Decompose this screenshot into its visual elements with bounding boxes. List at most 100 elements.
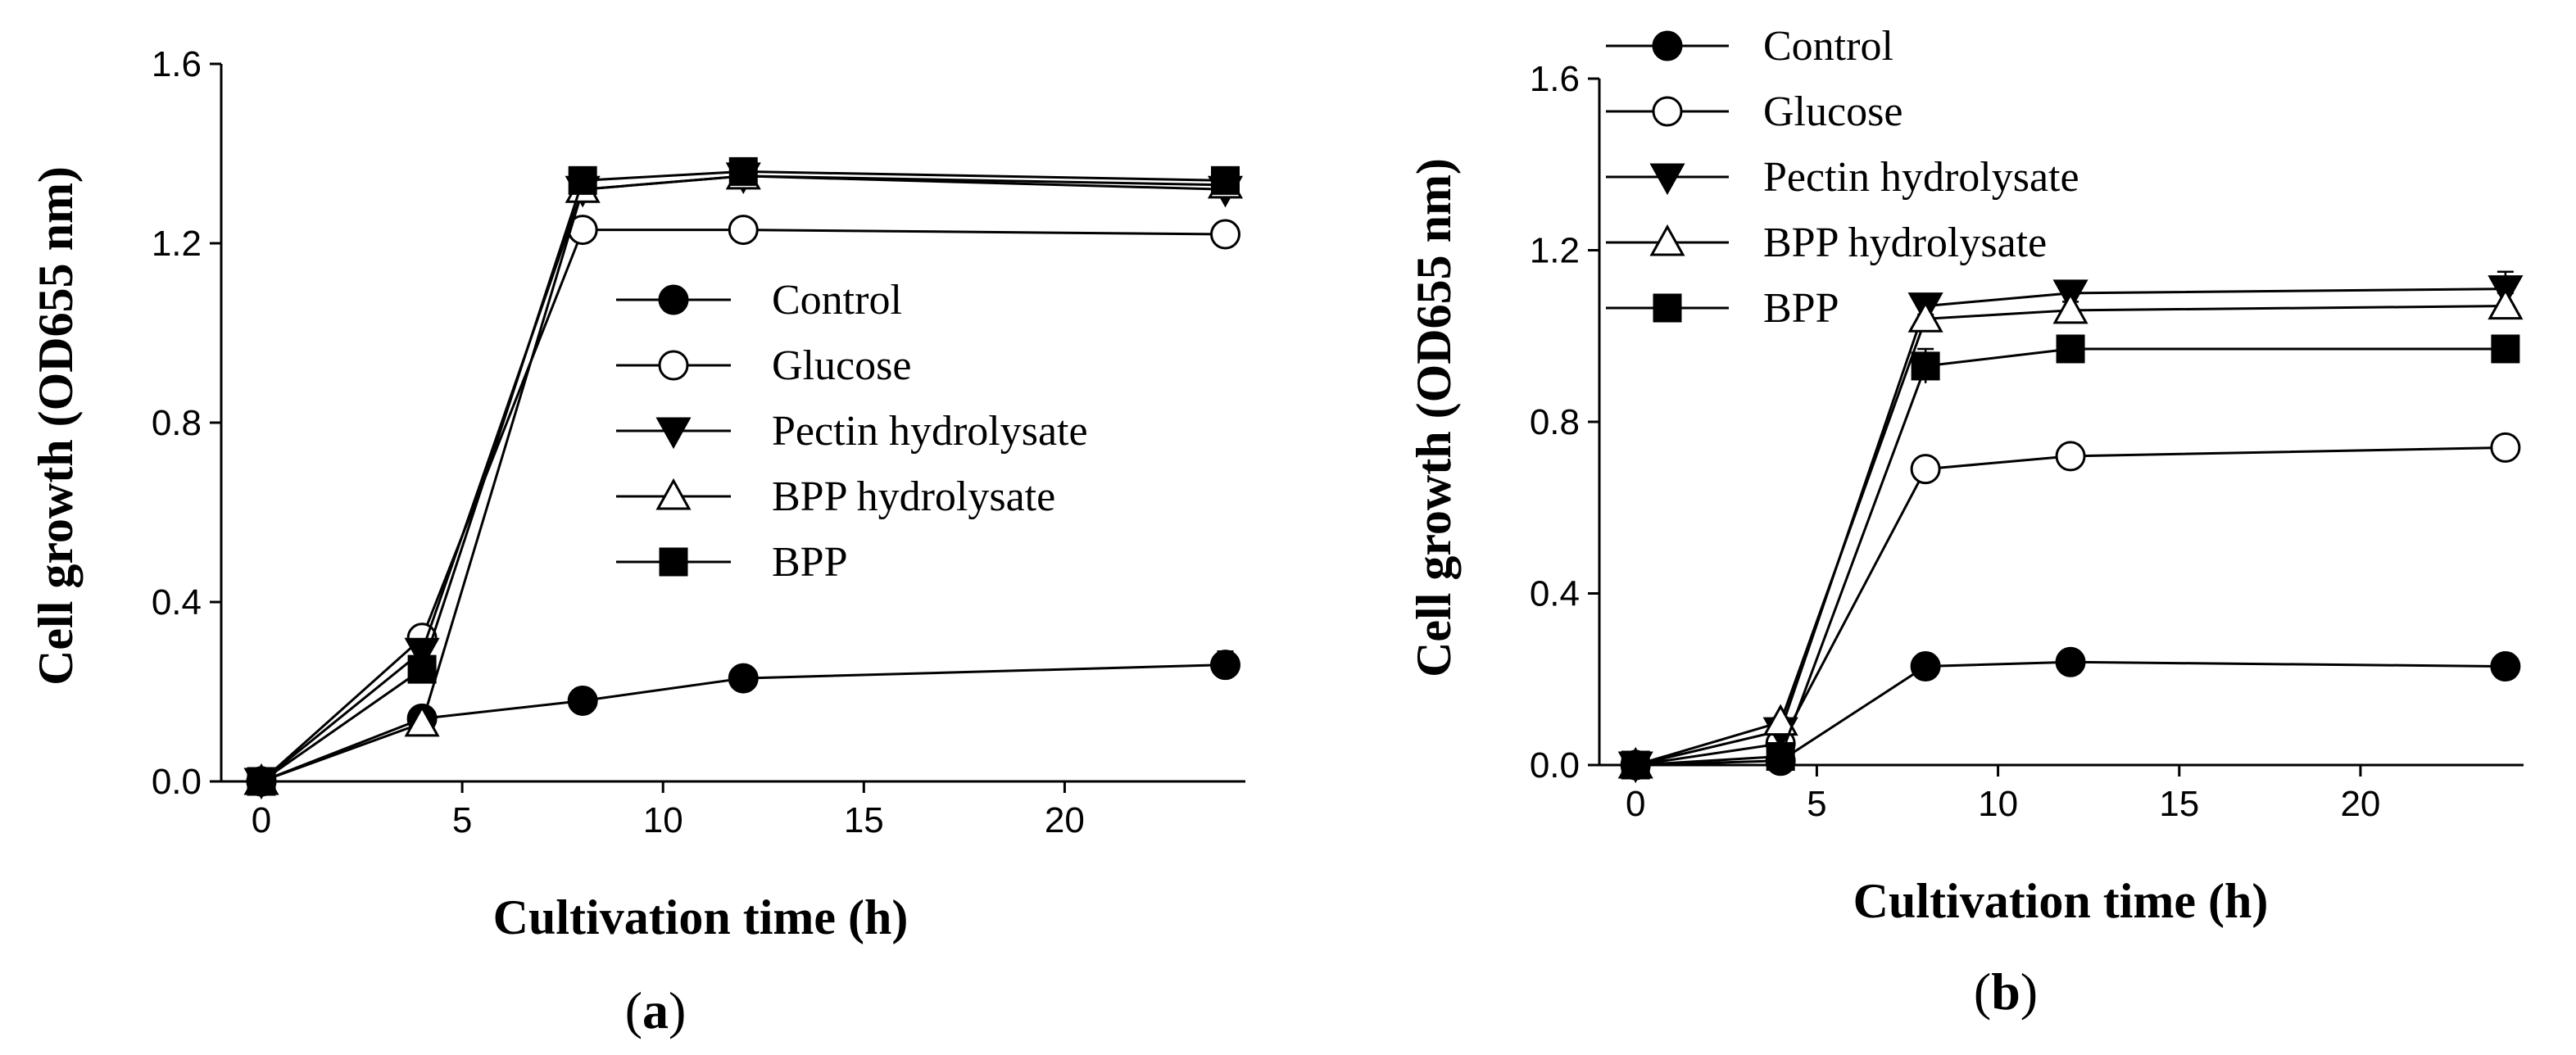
legend-item-bpp-hydrolysate: BPP hydrolysate xyxy=(616,473,1055,520)
data-point-bpp xyxy=(2491,334,2520,364)
legend-label: BPP xyxy=(1763,285,1839,332)
legend-item-glucose: Glucose xyxy=(616,342,911,389)
data-point-bpp xyxy=(247,767,276,796)
legend-label: BPP xyxy=(772,539,848,586)
legend-label: BPP hydrolysate xyxy=(1763,220,2047,266)
panel-a-label-letter: a xyxy=(642,981,669,1039)
data-point-control xyxy=(728,663,759,694)
data-point-bpp-hydrolysate xyxy=(2052,292,2088,324)
data-point-bpp xyxy=(407,654,437,684)
legend-marker xyxy=(1649,163,1685,196)
panel-b: Cultivation time (h) Cell growth (OD655 … xyxy=(1407,23,2524,1021)
legend-label: Control xyxy=(772,277,902,324)
legend-item-bpp-hydrolysate: BPP hydrolysate xyxy=(1606,220,2047,266)
panel-a-ylabel: Cell growth (OD655 nm) xyxy=(29,166,83,686)
data-point-glucose xyxy=(1910,454,1941,485)
x-tick-label: 15 xyxy=(2159,784,2199,824)
series-bpp xyxy=(247,156,1240,796)
legend-item-pectin-hydrolysate: Pectin hydrolysate xyxy=(1606,154,2079,201)
legend-label: Control xyxy=(1763,23,1893,70)
data-point-control xyxy=(1910,651,1941,682)
series-line-glucose xyxy=(261,229,1226,783)
data-point-bpp-hydrolysate xyxy=(2488,288,2524,320)
data-point-bpp-hydrolysate xyxy=(1907,301,1943,333)
legend-item-bpp: BPP xyxy=(616,539,848,586)
legend-label: Glucose xyxy=(1763,88,1903,135)
x-tick-label: 0 xyxy=(1626,784,1645,824)
y-tick-label: 0.8 xyxy=(152,403,202,443)
panel-b-label-letter: b xyxy=(1991,962,2020,1021)
legend-label: BPP hydrolysate xyxy=(772,473,1055,520)
legend-marker xyxy=(1652,30,1683,61)
series-bpp-hydrolysate xyxy=(1617,288,2524,779)
legend-marker xyxy=(658,284,689,315)
panel-a: Cultivation time (h) Cell growth (OD655 … xyxy=(29,44,1245,1039)
legend-marker xyxy=(659,547,688,577)
legend-marker xyxy=(1652,96,1683,127)
panel-b-xlabel: Cultivation time (h) xyxy=(1853,874,2269,928)
data-point-bpp xyxy=(568,165,597,195)
data-point-bpp-hydrolysate xyxy=(404,704,440,737)
legend-label: Glucose xyxy=(772,342,911,389)
x-tick-label: 20 xyxy=(1045,800,1085,840)
data-point-glucose xyxy=(2490,432,2521,463)
data-point-glucose xyxy=(1209,219,1240,250)
series-line-control xyxy=(1635,660,2506,767)
y-tick-label: 0.0 xyxy=(1530,745,1580,786)
x-tick-label: 5 xyxy=(1807,784,1826,824)
data-point-control xyxy=(2490,651,2521,682)
data-point-control xyxy=(2055,646,2086,677)
data-point-bpp xyxy=(1210,165,1240,195)
x-tick-label: 20 xyxy=(2340,784,2380,824)
legend-marker xyxy=(655,478,692,510)
panel-a-ylabel-group: Cell growth (OD655 nm) xyxy=(29,166,83,686)
y-tick-label: 1.2 xyxy=(152,224,202,264)
panel-b-ylabel-group: Cell growth (OD655 nm) xyxy=(1407,158,1461,677)
x-tick-label: 15 xyxy=(844,800,884,840)
legend-marker xyxy=(655,417,692,450)
series-glucose xyxy=(1620,432,2521,781)
series-line-bpp-hydrolysate xyxy=(1635,305,2506,767)
x-tick-label: 5 xyxy=(452,800,472,840)
series-control xyxy=(1620,646,2521,781)
series-pectin-hydrolysate xyxy=(243,162,1244,800)
panel-b-ylabel: Cell growth (OD655 nm) xyxy=(1407,158,1461,677)
y-tick-label: 1.6 xyxy=(1530,59,1580,99)
y-tick-label: 0.4 xyxy=(1530,574,1580,614)
series-glucose xyxy=(246,215,1240,797)
legend-marker xyxy=(658,350,689,381)
legend-item-glucose: Glucose xyxy=(1606,88,1903,135)
data-point-bpp xyxy=(1766,742,1795,772)
y-tick-label: 0.8 xyxy=(1530,402,1580,442)
legend-marker xyxy=(1649,224,1685,256)
data-point-glucose xyxy=(2055,441,2086,472)
legend-item-control: Control xyxy=(1606,23,1893,70)
data-point-control xyxy=(1209,650,1240,681)
legend-item-control: Control xyxy=(616,277,902,324)
legend-label: Pectin hydrolysate xyxy=(772,408,1088,455)
legend-item-pectin-hydrolysate: Pectin hydrolysate xyxy=(616,408,1088,455)
data-point-bpp xyxy=(2056,334,2085,364)
data-point-bpp xyxy=(1621,750,1650,780)
legend-item-bpp: BPP xyxy=(1606,285,1839,332)
data-point-bpp xyxy=(1911,351,1940,381)
legend-label: Pectin hydrolysate xyxy=(1763,154,2079,201)
y-tick-label: 1.2 xyxy=(1530,231,1580,271)
legend-marker xyxy=(1653,293,1682,323)
y-tick-label: 1.6 xyxy=(152,44,202,84)
series-bpp xyxy=(1621,334,2520,780)
panel-b-axes: 0.0 0.4 0.8 1.2 1.6 0 5 10 15 20 xyxy=(1530,59,2524,824)
panel-a-xlabel: Cultivation time (h) xyxy=(493,890,909,944)
panel-a-label: (a) xyxy=(625,981,687,1039)
y-tick-label: 0.4 xyxy=(152,582,202,623)
data-point-control xyxy=(567,685,598,716)
data-point-bpp-hydrolysate xyxy=(1762,704,1798,736)
series-line-bpp xyxy=(1635,347,2506,767)
panel-b-label: (b) xyxy=(1974,962,2038,1021)
y-tick-label: 0.0 xyxy=(152,762,202,802)
data-point-glucose xyxy=(728,215,759,246)
series-bpp-hydrolysate xyxy=(243,157,1244,795)
x-tick-label: 10 xyxy=(1978,784,2018,824)
x-tick-label: 0 xyxy=(252,800,271,840)
